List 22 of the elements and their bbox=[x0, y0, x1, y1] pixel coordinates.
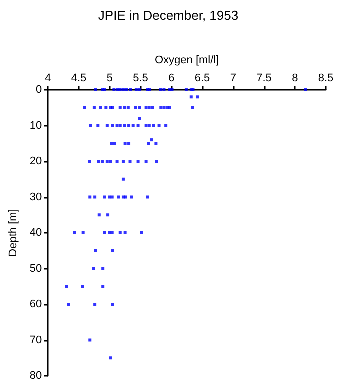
x-tick-label: 4.5 bbox=[71, 72, 87, 84]
y-tick-label: 30 bbox=[30, 191, 42, 204]
y-axis-title: Depth [m] bbox=[8, 209, 20, 257]
chart-title: JPIE in December, 1953 bbox=[98, 8, 239, 23]
y-tick-label: 70 bbox=[30, 334, 42, 346]
x-tick-label: 7 bbox=[230, 72, 236, 84]
y-tick-label: 80 bbox=[30, 370, 42, 382]
y-tick-label: 20 bbox=[30, 156, 42, 168]
x-tick-label: 7.5 bbox=[256, 72, 272, 84]
x-tick-label: 8.5 bbox=[318, 72, 334, 84]
x-tick-label: 5.5 bbox=[133, 72, 148, 84]
x-tick-label: 5 bbox=[106, 72, 113, 84]
x-tick-label: 8 bbox=[292, 72, 298, 84]
x-tick-label: 6 bbox=[168, 72, 175, 84]
y-tick-label: 10 bbox=[30, 120, 42, 132]
y-tick-label: 40 bbox=[30, 227, 42, 239]
y-tick-label: 50 bbox=[30, 262, 42, 275]
y-tick-label: 0 bbox=[36, 84, 42, 96]
x-tick-label: 6.5 bbox=[194, 72, 210, 84]
x-tick-label: 4 bbox=[45, 72, 52, 84]
y-tick-label: 60 bbox=[30, 298, 42, 310]
x-axis-title: Oxygen [ml/l] bbox=[154, 54, 220, 66]
